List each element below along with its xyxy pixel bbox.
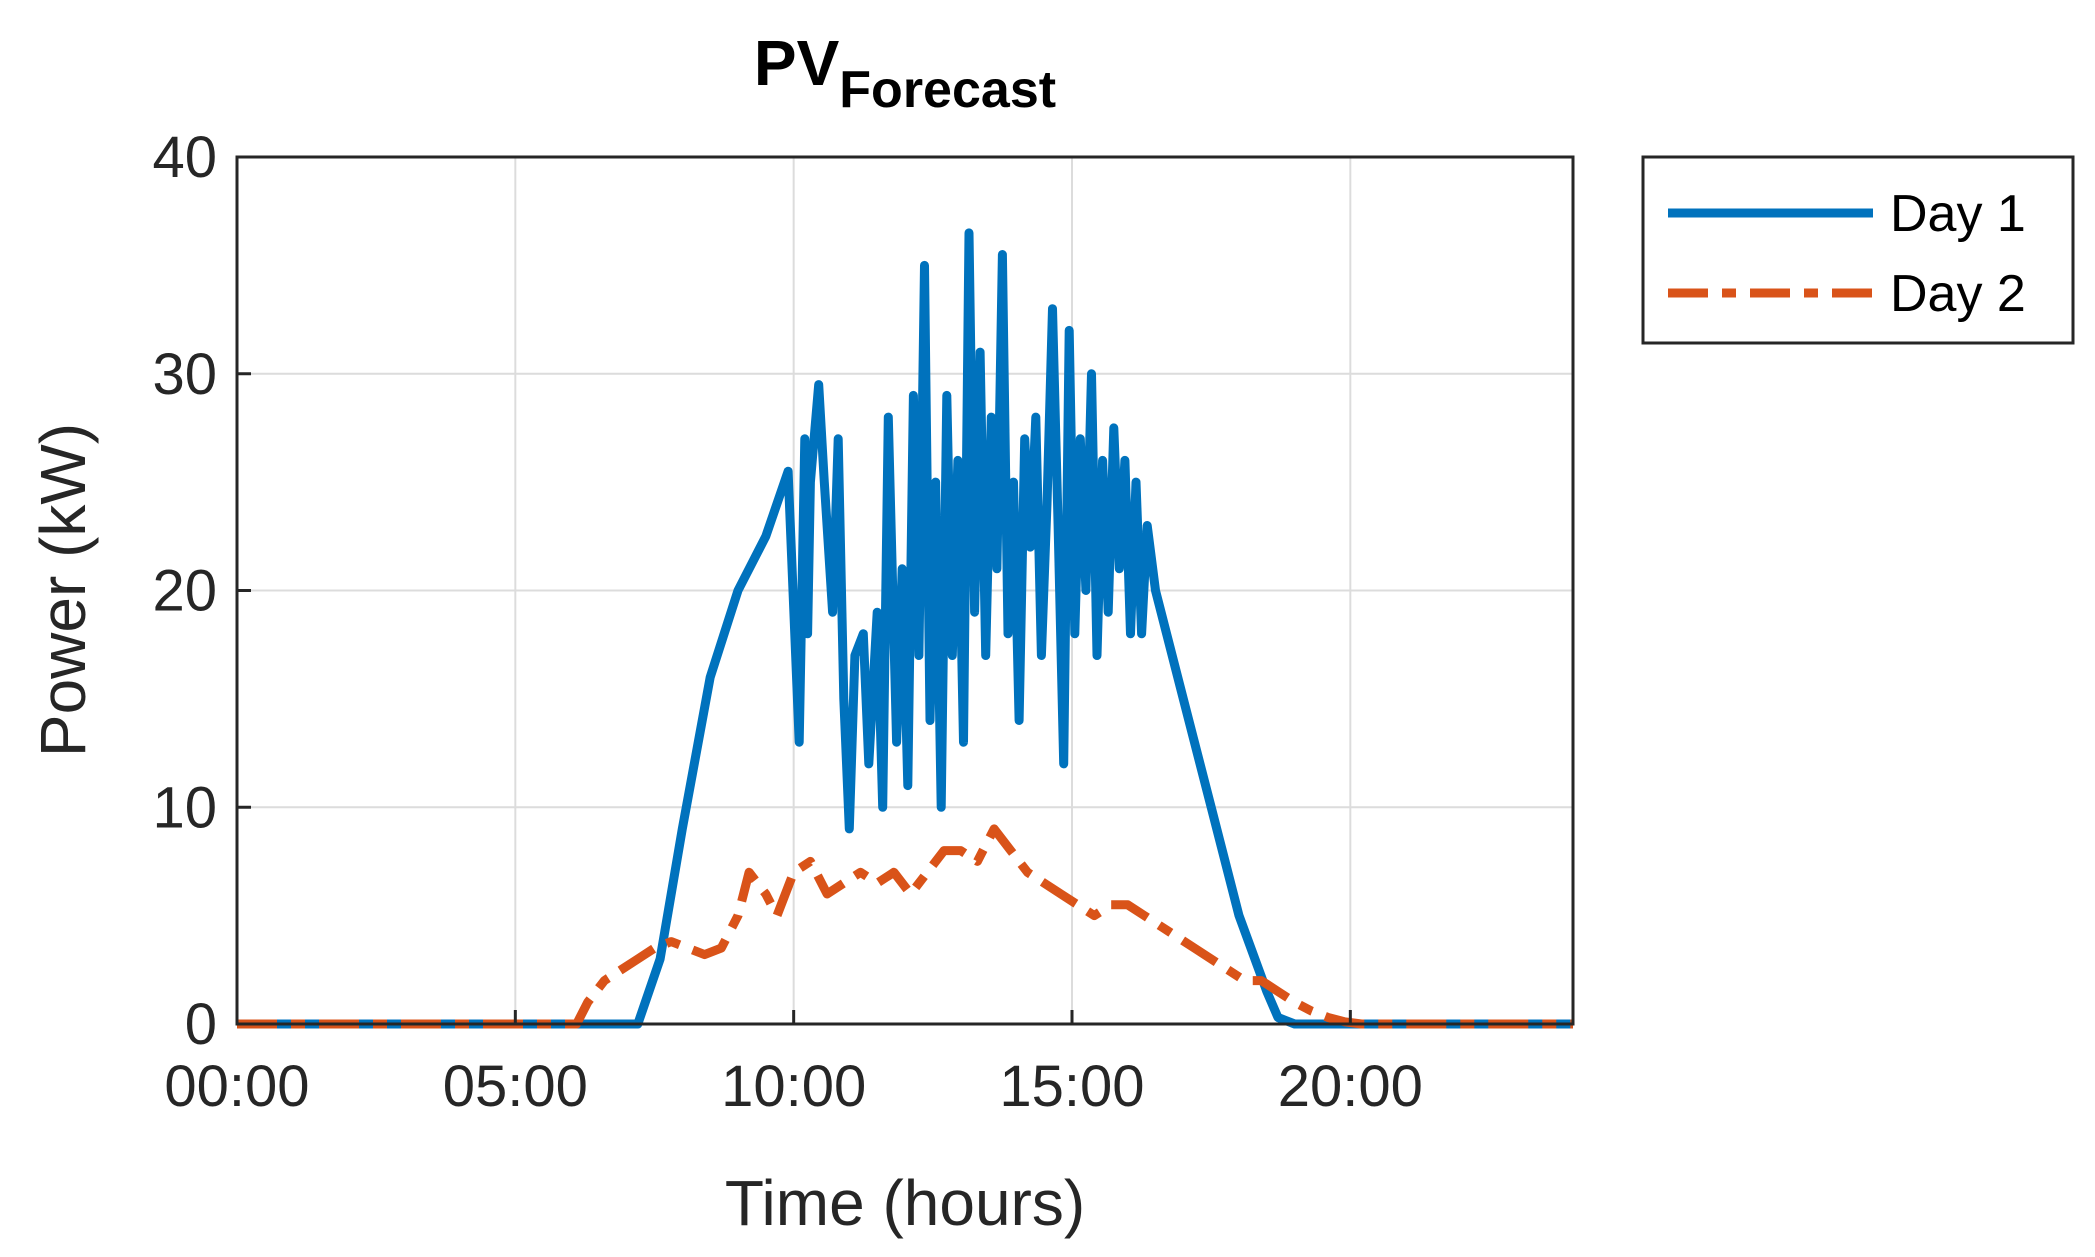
x-axis: 00:00 05:00 10:00 15:00 20:00 [164,1010,1423,1119]
x-axis-label: Time (hours) [725,1167,1085,1239]
y-axis-label: Power (kW) [27,423,99,757]
y-tick-label: 30 [152,342,217,407]
y-axis: 0 10 20 30 40 [152,125,251,1057]
x-tick-label: 15:00 [999,1054,1144,1119]
chart-title-subscript: Forecast [839,61,1056,119]
legend-label: Day 2 [1890,265,2026,323]
x-tick-label: 00:00 [164,1054,309,1119]
legend: Day 1 Day 2 [1641,155,2075,345]
series-layer [237,228,1573,1029]
legend-box [1641,155,2075,345]
legend-label: Day 1 [1890,185,2026,243]
y-tick-label: 40 [152,125,217,190]
x-tick-label: 05:00 [443,1054,588,1119]
series-line-day-1 [237,228,1573,1029]
y-tick-label: 20 [152,559,217,624]
y-tick-label: 10 [152,775,217,840]
chart-title-main: PV [754,27,840,99]
chart-title: PVForecast [754,27,1056,119]
series-line-day-2 [237,824,1573,1029]
y-tick-label: 0 [185,992,217,1057]
x-tick-label: 20:00 [1278,1054,1423,1119]
x-tick-label: 10:00 [721,1054,866,1119]
